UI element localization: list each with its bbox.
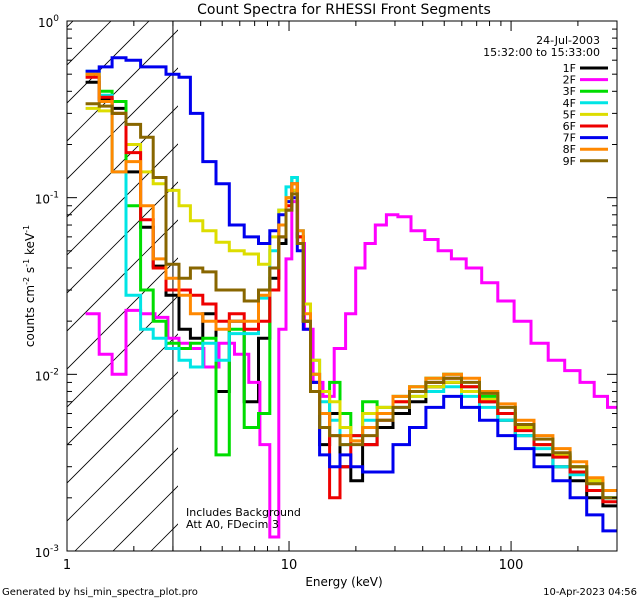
- date-label: 24-Jul-2003: [536, 34, 600, 47]
- hatch-line: [607, 0, 640, 551]
- hatch-line: [67, 371, 178, 484]
- hatch-line: [67, 21, 150, 104]
- legend-label-9F: 9F: [563, 155, 576, 168]
- hatch-line: [67, 67, 178, 180]
- y-tick-label-3: 10-3: [35, 544, 59, 560]
- hatch-line: [341, 0, 640, 551]
- time-range-label: 15:32:00 to 15:33:00: [483, 46, 600, 59]
- legend-label-5F: 5F: [563, 108, 576, 121]
- y-tick-label-0: 100: [38, 14, 59, 30]
- legend-label-1F: 1F: [563, 62, 576, 75]
- hatch-line: [67, 21, 74, 28]
- hatch-line: [67, 409, 178, 522]
- x-tick-label-10: 10: [281, 558, 298, 573]
- x-axis-label: Energy (keV): [305, 575, 382, 589]
- hatch-line: [379, 0, 640, 551]
- series-line-9F: [85, 102, 617, 500]
- hatch-line: [265, 0, 640, 551]
- hatch-line: [67, 143, 178, 256]
- hatch-line: [74, 447, 178, 551]
- hatch-line: [417, 0, 640, 551]
- legend-label-6F: 6F: [563, 120, 576, 133]
- series-group: [85, 56, 617, 539]
- chart-title: Count Spectra for RHESSI Front Segments: [197, 2, 491, 18]
- y-axis-label: counts cm-2 s-1 keV-1: [22, 225, 37, 347]
- hatch-line: [67, 295, 178, 408]
- hatch-line: [227, 0, 640, 551]
- hatch-line: [112, 485, 178, 551]
- y-tick-label-2: 10-2: [35, 367, 59, 383]
- footer-generator: Generated by hsi_min_spectra_plot.pro: [2, 587, 198, 598]
- legend-label-4F: 4F: [563, 97, 576, 110]
- x-tick-label-100: 100: [499, 558, 524, 573]
- series-line-5F: [85, 106, 617, 492]
- hatch-line: [67, 29, 178, 142]
- x-tick-label-1: 1: [63, 558, 71, 573]
- legend-label-8F: 8F: [563, 143, 576, 156]
- legend-label-3F: 3F: [563, 85, 576, 98]
- annotation-background: Includes Background: [186, 506, 301, 519]
- footer-timestamp: 10-Apr-2023 04:56: [543, 587, 637, 598]
- hatch-line: [569, 0, 640, 551]
- hatch-line: [67, 257, 178, 370]
- hatch-line: [67, 181, 178, 294]
- hatch-line: [303, 0, 640, 551]
- hatch-line: [67, 219, 178, 332]
- annotation-attenuator: Att A0, FDecim 3: [186, 518, 279, 531]
- plot-frame: [66, 20, 618, 552]
- axis-ticks: [66, 20, 618, 552]
- legend-label-7F: 7F: [563, 132, 576, 145]
- legend-label-2F: 2F: [563, 74, 576, 87]
- hatch-line: [67, 21, 112, 66]
- y-tick-label-1: 10-1: [35, 191, 59, 207]
